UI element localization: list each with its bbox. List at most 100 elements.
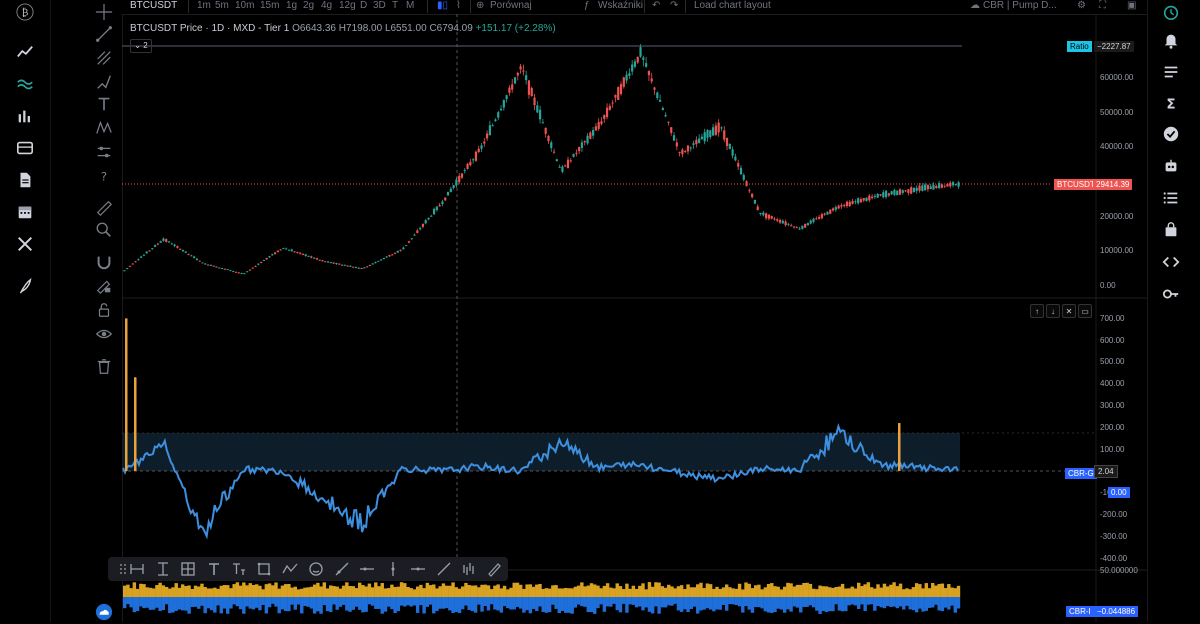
cbr-i-bar-gold	[753, 585, 758, 597]
rectangle-icon[interactable]	[255, 560, 273, 578]
cbr-i-bar-blue	[850, 597, 854, 605]
candle-body	[271, 254, 274, 256]
emoji-icon[interactable]	[307, 560, 325, 578]
interval-10m[interactable]: 10m	[235, 0, 255, 11]
zoom-icon[interactable]	[92, 218, 116, 242]
interval-2g[interactable]: 2g	[303, 0, 315, 11]
code-icon[interactable]	[1159, 250, 1183, 274]
cbr-i-bars[interactable]	[123, 582, 961, 614]
candle-body	[427, 217, 430, 220]
fullscreen-icon[interactable]: ⛶	[1099, 0, 1106, 11]
indicators-button[interactable]: Wskaźniki	[598, 0, 644, 11]
path-icon[interactable]	[281, 560, 299, 578]
drag-handle-icon[interactable]	[114, 560, 132, 578]
layout-icon[interactable]	[13, 136, 37, 160]
text-icon[interactable]	[205, 560, 223, 578]
load-layout-button[interactable]: Load chart layout	[694, 0, 771, 11]
document-icon[interactable]	[13, 168, 37, 192]
cbr-i-bar-gold	[596, 585, 600, 597]
interval-1g[interactable]: 1g	[286, 0, 298, 11]
pattern-icon[interactable]	[92, 116, 116, 140]
list-icon[interactable]	[1159, 186, 1183, 210]
move-up-button[interactable]: ↑	[1030, 304, 1044, 318]
key-icon[interactable]	[1159, 282, 1183, 306]
fib-tool-icon[interactable]	[92, 46, 116, 70]
sigma-icon[interactable]: Σ	[1159, 91, 1183, 115]
cbr-i-bar-blue	[792, 597, 797, 607]
bars-pattern-icon[interactable]	[460, 560, 478, 578]
compare-button[interactable]: Porównaj	[490, 0, 532, 11]
crosshair-icon[interactable]	[92, 0, 116, 24]
ray-icon[interactable]	[333, 560, 351, 578]
x-social-icon[interactable]	[13, 232, 37, 256]
move-down-button[interactable]: ↓	[1046, 304, 1060, 318]
line-chart-icon[interactable]	[13, 40, 37, 64]
bar-chart-icon[interactable]	[13, 104, 37, 128]
interval-5m[interactable]: 5m	[215, 0, 229, 11]
brush-icon[interactable]	[92, 70, 116, 94]
maximize-pane-button[interactable]: ▭	[1078, 304, 1092, 318]
lock-icon[interactable]	[92, 298, 116, 322]
redo-icon[interactable]: ↷	[670, 0, 679, 11]
camera-icon[interactable]: ▣	[1127, 0, 1137, 11]
bars-style-icon[interactable]: ⌇	[456, 0, 461, 11]
prediction-icon[interactable]	[92, 140, 116, 164]
text-size-icon[interactable]	[230, 560, 248, 578]
bitcoin-icon[interactable]: ₿	[13, 0, 37, 24]
interval-15m[interactable]: 15m	[260, 0, 280, 11]
undo-icon[interactable]: ↶	[652, 0, 661, 11]
interval-1m[interactable]: 1m	[197, 0, 211, 11]
bell-icon[interactable]	[1159, 28, 1183, 52]
close-pane-button[interactable]: ✕	[1062, 304, 1076, 318]
help-icon[interactable]: ?	[92, 164, 116, 188]
ruler-icon[interactable]	[92, 196, 116, 220]
calendar-icon[interactable]	[13, 200, 37, 224]
interval-m[interactable]: M	[406, 0, 415, 11]
magnet-icon[interactable]	[92, 250, 116, 274]
horizontal-ray-icon[interactable]	[409, 560, 427, 578]
text-tool-icon[interactable]	[92, 92, 116, 116]
cloud-icon[interactable]	[92, 600, 116, 624]
robot-icon[interactable]	[1159, 154, 1183, 178]
cbr-i-bar-gold	[155, 585, 159, 597]
alarm-clock-icon[interactable]	[1159, 0, 1183, 24]
interval-12g[interactable]: 12g	[339, 0, 356, 11]
candle-body	[313, 257, 316, 259]
settings-icon[interactable]: ⚙	[1077, 0, 1086, 11]
vertical-line-icon[interactable]	[384, 560, 402, 578]
eye-icon[interactable]	[92, 322, 116, 346]
watchlist-icon[interactable]	[1159, 60, 1183, 84]
price-candles[interactable]	[123, 44, 960, 275]
compare-plus-icon[interactable]: ⊕	[476, 0, 485, 11]
cbr-g-oscillator[interactable]	[122, 318, 959, 540]
horizontal-line-icon[interactable]	[358, 560, 376, 578]
indicators-icon[interactable]	[13, 72, 37, 96]
cbr-i-bar-blue	[518, 597, 523, 609]
cbr-i-bar-blue	[470, 597, 475, 612]
price-range-icon[interactable]	[154, 560, 172, 578]
candles-icon[interactable]: ▮▯	[437, 0, 449, 11]
interval-3d[interactable]: 3D	[373, 0, 386, 11]
chart-legend[interactable]: BTCUSDT Price · 1D · MXD - Tier 1 O6643.…	[130, 23, 556, 34]
lock-drawing-icon[interactable]	[92, 274, 116, 298]
trend-line-icon[interactable]	[435, 560, 453, 578]
check-circle-icon[interactable]	[1159, 122, 1183, 146]
indicators-collapse-button[interactable]: ⌄ 2	[130, 39, 152, 53]
range-icon[interactable]	[128, 560, 146, 578]
cloud-save-icon[interactable]: ☁	[970, 0, 980, 11]
chart-canvas[interactable]	[0, 0, 1147, 622]
symbol-search[interactable]: BTCUSDT	[130, 0, 178, 11]
indicators-fx-icon[interactable]: ƒ	[584, 0, 590, 11]
interval-4g[interactable]: 4g	[321, 0, 333, 11]
feather-icon[interactable]	[13, 274, 37, 298]
interval-d[interactable]: D	[360, 0, 368, 11]
candle-body	[246, 271, 249, 273]
trendline-icon[interactable]	[92, 22, 116, 46]
grid-icon[interactable]	[179, 560, 197, 578]
cbr-i-bar-gold	[564, 587, 568, 597]
pen-icon[interactable]	[485, 560, 503, 578]
interval-t[interactable]: T	[392, 0, 399, 11]
indicator-menu[interactable]: CBR | Pump D...	[983, 0, 1057, 11]
shopping-bag-icon[interactable]	[1159, 218, 1183, 242]
trash-icon[interactable]	[92, 354, 116, 378]
